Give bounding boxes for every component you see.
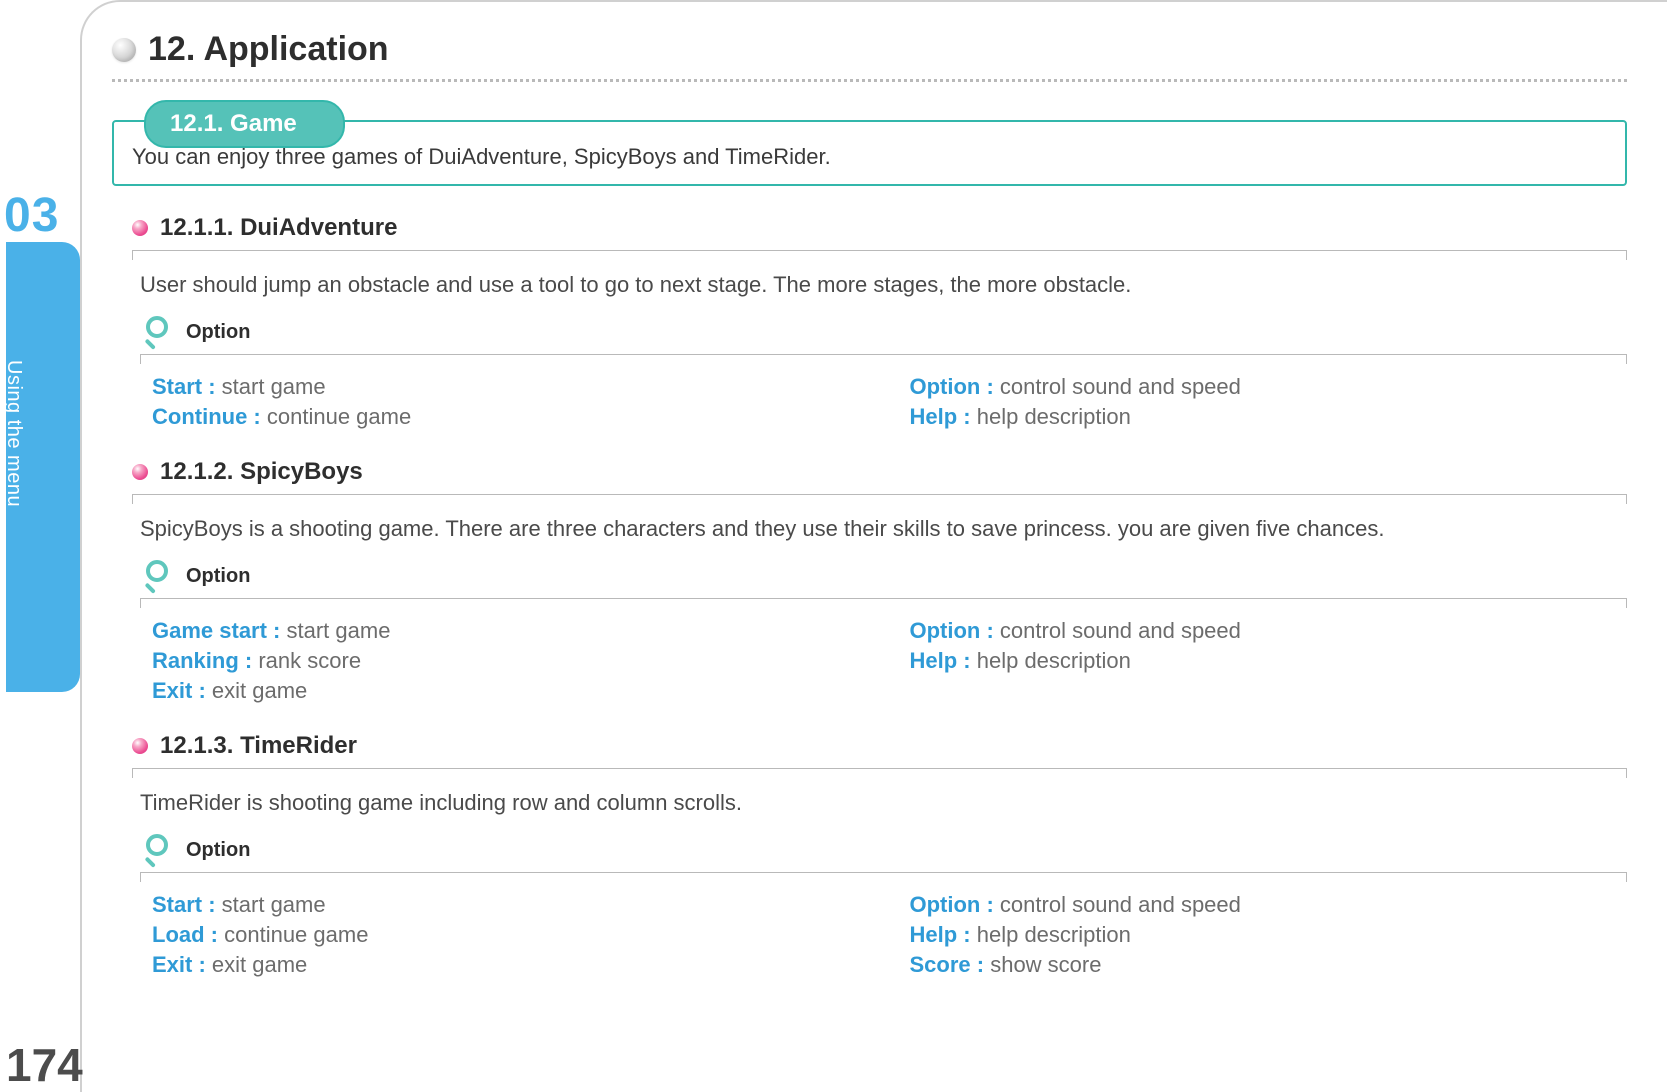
- option-value: control sound and speed: [994, 618, 1241, 643]
- bullet-icon: [132, 220, 148, 236]
- option-key: Ranking :: [152, 648, 252, 673]
- option-value: rank score: [252, 648, 361, 673]
- option-key: Option :: [910, 618, 994, 643]
- option-key: Exit :: [152, 678, 206, 703]
- option-value: control sound and speed: [994, 374, 1241, 399]
- option-label: Option: [186, 839, 250, 862]
- subsection: 12.1.1. DuiAdventure User should jump an …: [112, 214, 1627, 430]
- rule-divider: [140, 598, 1627, 608]
- option-value: exit game: [206, 678, 308, 703]
- content-area: 12. Application 12.1. Game You can enjoy…: [112, 30, 1627, 978]
- section-box: 12.1. Game You can enjoy three games of …: [112, 120, 1627, 186]
- option-item: Option : control sound and speed: [910, 374, 1628, 400]
- subsection-title: 12.1.1. DuiAdventure: [160, 214, 397, 242]
- option-item: Help : help description: [910, 404, 1628, 430]
- subsection: 12.1.3. TimeRider TimeRider is shooting g…: [112, 732, 1627, 978]
- options-grid: Game start : start game Option : control …: [112, 618, 1627, 704]
- option-item: Start : start game: [152, 892, 870, 918]
- magnifier-icon: [144, 316, 176, 348]
- option-item: Game start : start game: [152, 618, 870, 644]
- option-item: [910, 678, 1628, 704]
- subsection-title: 12.1.3. TimeRider: [160, 732, 357, 760]
- option-value: start game: [216, 892, 326, 917]
- bullet-icon: [132, 738, 148, 754]
- option-item: Score : show score: [910, 952, 1628, 978]
- manual-page: 03 Using the menu 174 12. Application 12…: [0, 0, 1667, 1092]
- option-value: help description: [971, 922, 1131, 947]
- option-heading-row: Option: [112, 834, 1627, 866]
- magnifier-icon: [144, 834, 176, 866]
- option-key: Help :: [910, 922, 971, 947]
- section-intro: You can enjoy three games of DuiAdventur…: [132, 144, 1607, 170]
- option-item: Exit : exit game: [152, 678, 870, 704]
- option-item: Help : help description: [910, 922, 1628, 948]
- subsection-heading-row: 12.1.2. SpicyBoys: [112, 458, 1627, 486]
- option-key: Option :: [910, 374, 994, 399]
- rule-divider: [132, 250, 1627, 260]
- option-key: Start :: [152, 892, 216, 917]
- heading-row: 12. Application: [112, 30, 1627, 69]
- option-item: Option : control sound and speed: [910, 618, 1628, 644]
- option-item: Option : control sound and speed: [910, 892, 1628, 918]
- option-heading-row: Option: [112, 316, 1627, 348]
- option-key: Exit :: [152, 952, 206, 977]
- option-key: Help :: [910, 648, 971, 673]
- rule-divider: [140, 354, 1627, 364]
- option-key: Load :: [152, 922, 218, 947]
- subsection-description: SpicyBoys is a shooting game. There are …: [112, 516, 1627, 542]
- subsection-title: 12.1.2. SpicyBoys: [160, 458, 363, 486]
- option-value: help description: [971, 648, 1131, 673]
- option-value: continue game: [261, 404, 411, 429]
- option-value: control sound and speed: [994, 892, 1241, 917]
- option-value: help description: [971, 404, 1131, 429]
- section-pill: 12.1. Game: [144, 100, 345, 148]
- option-item: Help : help description: [910, 648, 1628, 674]
- option-value: continue game: [218, 922, 368, 947]
- option-item: Start : start game: [152, 374, 870, 400]
- option-item: Continue : continue game: [152, 404, 870, 430]
- option-key: Start :: [152, 374, 216, 399]
- option-key: Score :: [910, 952, 985, 977]
- chapter-number: 03: [4, 188, 59, 243]
- option-label: Option: [186, 565, 250, 588]
- option-value: show score: [984, 952, 1101, 977]
- side-tab-label: Using the menu: [2, 360, 25, 507]
- option-key: Help :: [910, 404, 971, 429]
- bullet-icon: [132, 464, 148, 480]
- subsection-description: TimeRider is shooting game including row…: [112, 790, 1627, 816]
- page-number: 174: [6, 1038, 83, 1092]
- rule-divider: [140, 872, 1627, 882]
- option-value: start game: [216, 374, 326, 399]
- option-item: Exit : exit game: [152, 952, 870, 978]
- subsection-heading-row: 12.1.1. DuiAdventure: [112, 214, 1627, 242]
- subsection: 12.1.2. SpicyBoys SpicyBoys is a shooting…: [112, 458, 1627, 704]
- option-item: Load : continue game: [152, 922, 870, 948]
- option-heading-row: Option: [112, 560, 1627, 592]
- options-grid: Start : start game Option : control sound…: [112, 374, 1627, 430]
- orb-icon: [112, 38, 136, 62]
- subsection-heading-row: 12.1.3. TimeRider: [112, 732, 1627, 760]
- options-grid: Start : start game Option : control sound…: [112, 892, 1627, 978]
- option-item: Ranking : rank score: [152, 648, 870, 674]
- option-key: Option :: [910, 892, 994, 917]
- option-label: Option: [186, 321, 250, 344]
- rule-divider: [132, 768, 1627, 778]
- option-value: start game: [280, 618, 390, 643]
- dotted-divider: [112, 79, 1627, 82]
- option-key: Continue :: [152, 404, 261, 429]
- page-title: 12. Application: [148, 30, 389, 69]
- magnifier-icon: [144, 560, 176, 592]
- option-value: exit game: [206, 952, 308, 977]
- subsection-description: User should jump an obstacle and use a t…: [112, 272, 1627, 298]
- option-key: Game start :: [152, 618, 280, 643]
- rule-divider: [132, 494, 1627, 504]
